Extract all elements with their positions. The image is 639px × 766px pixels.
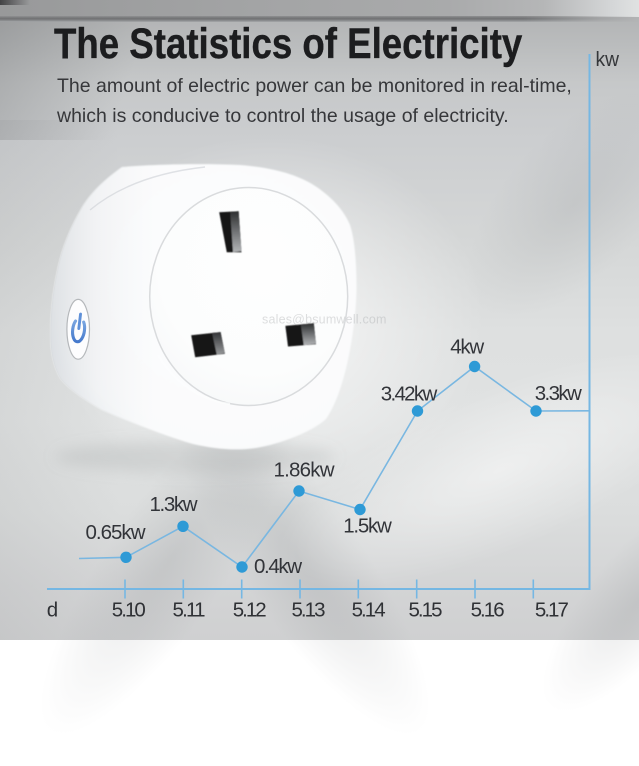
svg-text:0.65kw: 0.65kw bbox=[86, 521, 146, 544]
svg-text:5.14: 5.14 bbox=[352, 599, 386, 622]
svg-text:kw: kw bbox=[596, 48, 620, 71]
svg-text:0.4kw: 0.4kw bbox=[254, 555, 302, 578]
svg-text:5.15: 5.15 bbox=[409, 599, 443, 622]
svg-text:5.16: 5.16 bbox=[471, 599, 505, 622]
svg-text:5.17: 5.17 bbox=[535, 599, 569, 622]
svg-text:5.13: 5.13 bbox=[292, 599, 326, 622]
svg-text:3.42kw: 3.42kw bbox=[381, 383, 438, 406]
svg-text:4kw: 4kw bbox=[450, 335, 484, 358]
svg-text:1.3kw: 1.3kw bbox=[150, 493, 198, 516]
svg-text:sales@bsumwell.com: sales@bsumwell.com bbox=[262, 313, 387, 327]
svg-text:5.10: 5.10 bbox=[112, 599, 146, 622]
svg-text:d: d bbox=[47, 599, 58, 622]
svg-text:1.5kw: 1.5kw bbox=[343, 515, 392, 538]
svg-text:1.86kw: 1.86kw bbox=[274, 459, 335, 482]
svg-text:5.12: 5.12 bbox=[233, 599, 267, 622]
svg-text:5.11: 5.11 bbox=[173, 599, 206, 622]
svg-text:3.3kw: 3.3kw bbox=[535, 382, 582, 405]
